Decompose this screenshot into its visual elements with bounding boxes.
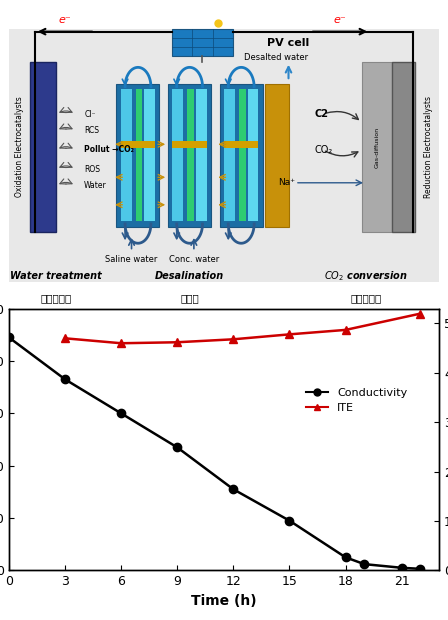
Bar <box>172 89 183 221</box>
Bar <box>30 62 56 232</box>
X-axis label: Time (h): Time (h) <box>191 594 257 608</box>
Bar <box>392 62 415 232</box>
Bar <box>121 141 155 148</box>
Bar <box>116 84 159 227</box>
Text: PV cell: PV cell <box>267 38 309 48</box>
Text: Saline water: Saline water <box>105 255 158 264</box>
Text: Conc. water: Conc. water <box>169 255 219 264</box>
Bar <box>172 29 233 56</box>
Text: Gas-diffusion: Gas-diffusion <box>374 126 379 167</box>
Text: Reduction Electrocatalysts: Reduction Electrocatalysts <box>424 96 433 198</box>
Text: CO₂: CO₂ <box>314 145 332 155</box>
Text: e⁻: e⁻ <box>334 15 346 25</box>
Text: Water: Water <box>84 181 107 190</box>
Bar <box>136 89 142 221</box>
Text: 탈염셀: 탈염셀 <box>180 293 199 303</box>
Bar <box>187 89 194 221</box>
Text: C2: C2 <box>314 109 328 119</box>
Text: Na⁺: Na⁺ <box>278 179 295 187</box>
Text: Oxidation Electrocatalysts: Oxidation Electrocatalysts <box>15 97 24 197</box>
Bar <box>248 89 258 221</box>
Bar <box>220 84 263 227</box>
Text: e⁻: e⁻ <box>59 15 71 25</box>
Bar <box>224 141 258 148</box>
Text: RCS: RCS <box>84 126 99 135</box>
Legend: Conductivity, ITE: Conductivity, ITE <box>302 383 412 417</box>
Bar <box>172 141 207 148</box>
Bar <box>239 89 246 221</box>
Bar <box>224 89 235 221</box>
Text: Water treatment: Water treatment <box>10 271 102 281</box>
Text: 환원영마셀: 환원영마셀 <box>350 293 382 303</box>
Text: Desalination: Desalination <box>155 271 224 281</box>
Text: Pollut →CO₂: Pollut →CO₂ <box>84 145 134 154</box>
Bar <box>121 89 132 221</box>
Text: $CO_2$ conversion: $CO_2$ conversion <box>324 269 408 283</box>
Bar <box>265 84 289 227</box>
Text: Cl⁻: Cl⁻ <box>84 110 96 118</box>
Bar <box>362 62 392 232</box>
Text: 산화영마셀: 산화영마셀 <box>41 293 72 303</box>
Text: Desalted water: Desalted water <box>244 53 308 62</box>
Bar <box>196 89 207 221</box>
Bar <box>144 89 155 221</box>
Bar <box>168 84 211 227</box>
Text: ROS: ROS <box>84 164 100 174</box>
